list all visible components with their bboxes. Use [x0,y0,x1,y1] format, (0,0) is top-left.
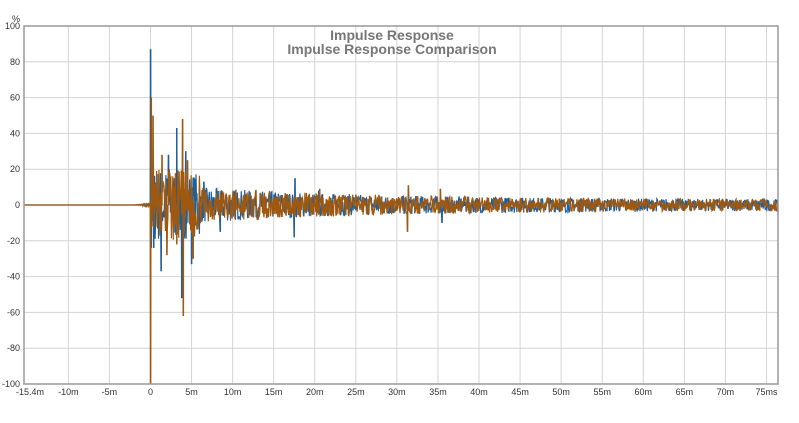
y-tick-label: 0 [15,200,20,210]
x-axis: -15.4m -10m -5m 0 5m 10m 15m 20m 25m 30m 35m 40m 45m… [16,387,778,397]
y-tick-label: -20 [7,236,20,246]
x-tick-label: -10m [58,387,79,397]
x-tick-label: -15.4m [16,387,44,397]
y-tick-label: 60 [10,93,20,103]
y-tick-label: -80 [7,343,20,353]
x-tick-label: 20m [306,387,324,397]
x-tick-label: 10m [224,387,242,397]
x-tick-label: 5m [185,387,198,397]
chart-title: Impulse Response [330,27,454,43]
series-group [24,49,779,385]
chart-subtitle: Impulse Response Comparison [287,41,496,57]
x-tick-label: 0 [148,387,153,397]
y-tick-label: 40 [10,128,20,138]
x-tick-label: 70m [717,387,735,397]
y-tick-label: 100 [5,21,20,31]
x-tick-label: 55m [593,387,611,397]
y-axis: 100 80 60 40 20 0 -20 -40 -60 -80 -100 [2,21,20,389]
x-tick-label: 35m [429,387,447,397]
x-tick-label: 30m [388,387,406,397]
y-tick-label: -60 [7,307,20,317]
y-axis-label: % [12,14,20,24]
y-tick-label: -100 [2,379,20,389]
y-tick-label: -40 [7,272,20,282]
x-tick-label: 15m [265,387,283,397]
x-tick-label: 45m [511,387,529,397]
x-tick-label: 25m [347,387,365,397]
x-tick-label: 75ms [755,387,778,397]
x-tick-label: 65m [676,387,694,397]
series-line-blue [24,49,779,299]
x-tick-label: 50m [552,387,570,397]
plot-frame [23,25,779,385]
x-tick-label: 60m [635,387,653,397]
series-line-brown [24,97,779,385]
y-tick-label: 80 [10,57,20,67]
x-tick-label: -5m [102,387,118,397]
x-tick-label: 40m [470,387,488,397]
y-tick-label: 20 [10,164,20,174]
